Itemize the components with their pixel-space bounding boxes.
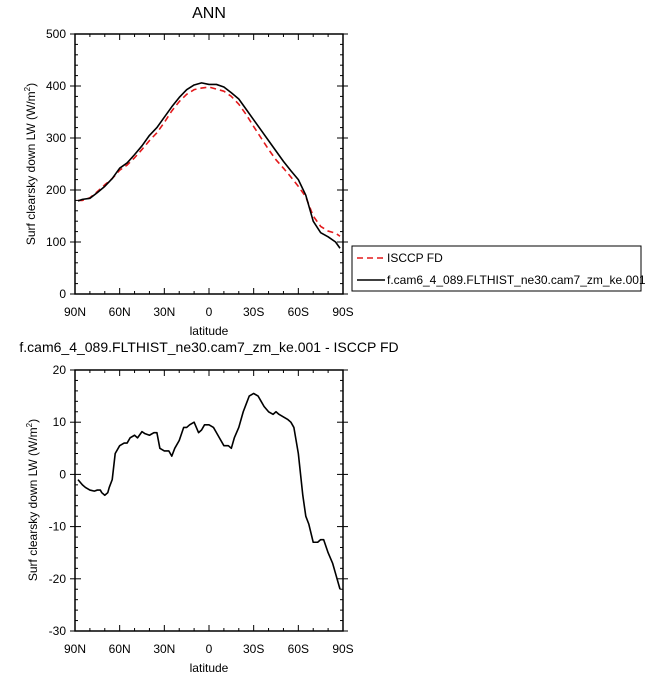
x-tick-label: 90N	[64, 642, 86, 656]
y-tick-label: 0	[59, 467, 66, 481]
axis-ticks: 90N 60N 30N 0 30S 60S 90S 0 100 200 300 400 500	[46, 27, 354, 319]
y-tick-label: 400	[46, 79, 66, 93]
x-tick-label: 60S	[288, 305, 309, 319]
y-tick-label: 20	[53, 363, 67, 377]
series-group	[77, 392, 341, 590]
y-axis-label-end: )	[26, 419, 40, 423]
legend: ISCCP FD f.cam6_4_089.FLTHIST_ne30.cam7_…	[351, 245, 646, 292]
x-axis-label: latitude	[190, 324, 229, 338]
x-tick-label: 60S	[288, 642, 309, 656]
y-tick-label: 300	[46, 131, 66, 145]
y-axis-label: Surf clearsky down LW (W/m2)	[25, 419, 40, 581]
y-tick-label: 10	[53, 415, 67, 429]
y-axis-label-end: )	[24, 83, 38, 87]
x-tick-label: 60N	[109, 642, 131, 656]
x-tick-label: 0	[206, 642, 213, 656]
x-tick-label: 60N	[109, 305, 131, 319]
x-tick-label: 30N	[153, 305, 175, 319]
series-line-0	[77, 86, 341, 237]
y-axis-label-sup: 2	[25, 422, 34, 427]
y-tick-label: 200	[46, 183, 66, 197]
legend-box	[351, 245, 642, 292]
y-tick-label: 0	[59, 287, 66, 301]
y-axis-label: Surf clearsky down LW (W/m2)	[23, 83, 38, 245]
y-axis-label-sup: 2	[23, 86, 32, 91]
y-axis-label-text: Surf clearsky down LW (W/m	[24, 91, 38, 245]
series-line-1	[77, 82, 341, 249]
y-tick-label: 100	[46, 235, 66, 249]
x-tick-label: 90S	[332, 642, 353, 656]
series-group	[77, 82, 341, 249]
x-axis-label: latitude	[190, 661, 229, 675]
y-tick-label: -10	[49, 520, 67, 534]
plot-frame	[74, 33, 344, 295]
x-tick-label: 0	[206, 305, 213, 319]
legend-label-model: f.cam6_4_089.FLTHIST_ne30.cam7_zm_ke.001	[387, 273, 646, 287]
y-axis-label-text: Surf clearsky down LW (W/m	[26, 427, 40, 581]
mean-lw-panel: ANN 90N 60N 30N 0 30S 60S 90S0100200300400500 …	[23, 5, 354, 338]
y-tick-label: -20	[49, 572, 67, 586]
y-tick-label: -30	[49, 624, 67, 638]
series-line-0	[77, 392, 341, 590]
axis-ticks: 90N 60N 30N 0 30S 60S 90S -30 -20 -10 0 10 20	[49, 363, 354, 656]
x-tick-label: 90S	[332, 305, 353, 319]
x-tick-label: 30S	[243, 305, 264, 319]
chart-title: ANN	[192, 5, 226, 22]
x-tick-label: 30N	[153, 642, 175, 656]
x-tick-label: 30S	[243, 642, 264, 656]
legend-label-isccp: ISCCP FD	[387, 251, 443, 265]
chart-title: f.cam6_4_089.FLTHIST_ne30.cam7_zm_ke.001…	[19, 339, 398, 355]
y-tick-label: 500	[46, 27, 66, 41]
x-tick-label: 90N	[64, 305, 86, 319]
difference-panel: f.cam6_4_089.FLTHIST_ne30.cam7_zm_ke.001…	[19, 339, 398, 675]
